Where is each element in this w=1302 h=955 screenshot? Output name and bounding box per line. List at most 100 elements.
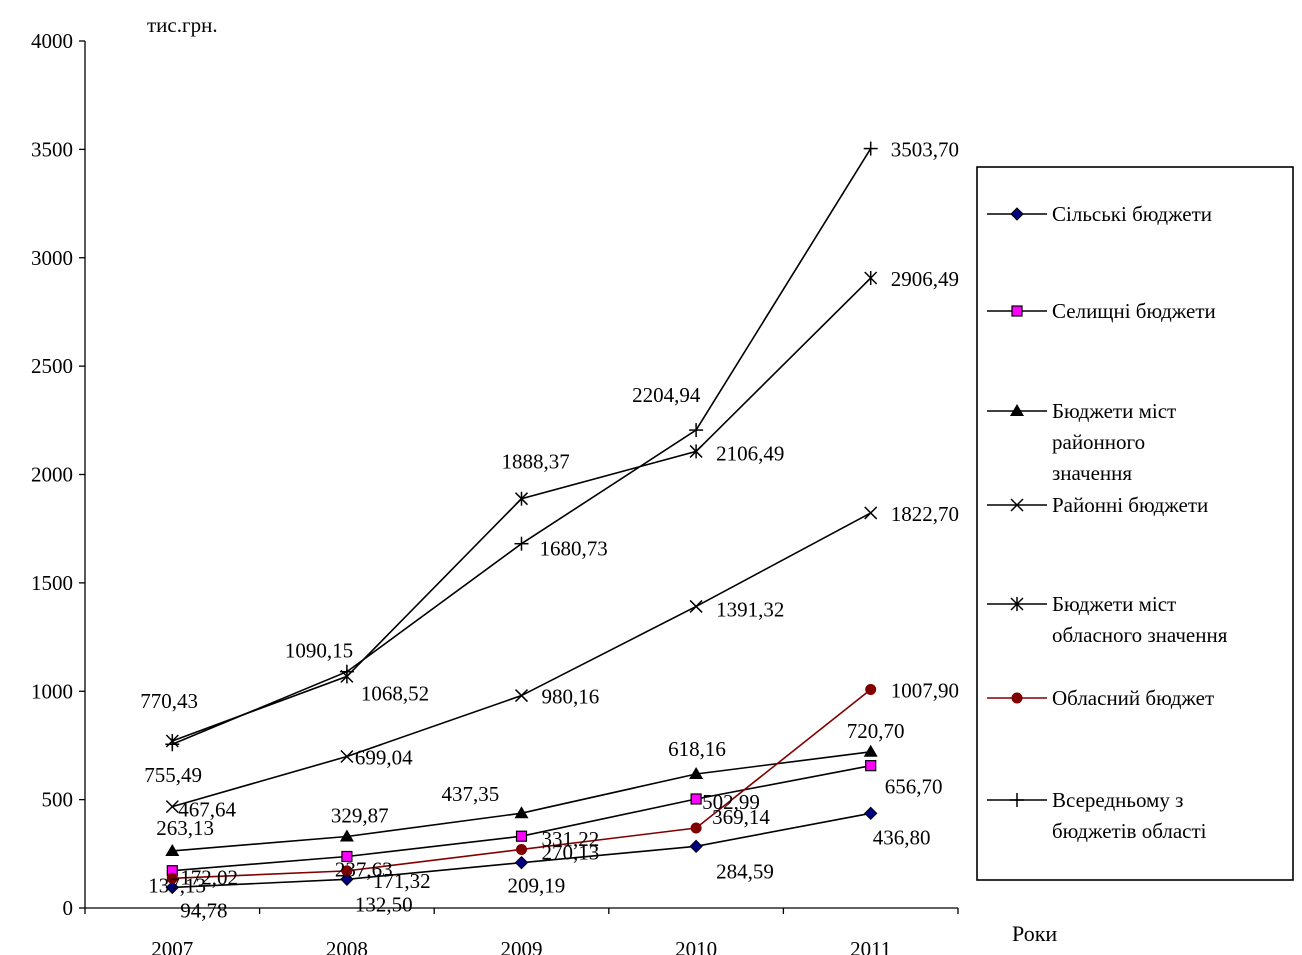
legend-entry-label: Районні бюджети bbox=[1052, 493, 1208, 517]
square-marker bbox=[515, 830, 528, 842]
data-point-s1-2 bbox=[515, 830, 528, 842]
data-label: 436,80 bbox=[873, 825, 931, 849]
x-axis-label: Роки bbox=[1012, 921, 1057, 946]
data-label: 656,70 bbox=[885, 775, 943, 799]
data-label: 1090,15 bbox=[285, 639, 353, 663]
x-tick-label: 2011 bbox=[850, 937, 891, 955]
series-lines bbox=[171, 148, 872, 889]
data-point-s2-0 bbox=[165, 843, 180, 856]
y-tick-label: 0 bbox=[63, 896, 74, 920]
data-label: 755,49 bbox=[144, 763, 202, 787]
data-point-s6-3 bbox=[689, 423, 704, 438]
data-label: 1888,37 bbox=[502, 450, 570, 474]
square-marker bbox=[865, 760, 877, 772]
data-label: 770,43 bbox=[140, 689, 198, 713]
data-point-s5-2 bbox=[516, 843, 527, 855]
data-point-s3-4 bbox=[864, 506, 878, 520]
data-point-s3-2 bbox=[514, 689, 529, 703]
x-tick-label: 2007 bbox=[151, 937, 193, 955]
x-marker-stroke bbox=[689, 599, 703, 613]
data-label: 1822,70 bbox=[891, 502, 959, 526]
legend-box bbox=[976, 166, 1294, 881]
x-marker-stroke bbox=[864, 506, 878, 520]
data-label: 2106,49 bbox=[716, 441, 784, 465]
data-point-s5-1 bbox=[341, 865, 353, 877]
data-point-s0-2 bbox=[514, 855, 529, 870]
data-point-s0-4 bbox=[863, 806, 878, 821]
legend-marker-0 bbox=[1010, 207, 1024, 221]
data-label: 618,16 bbox=[668, 737, 726, 761]
data-label: 467,64 bbox=[178, 798, 236, 822]
legend-entry-label: Селищні бюджети bbox=[1052, 299, 1216, 323]
data-point-s2-3 bbox=[689, 767, 704, 780]
data-point-s0-1 bbox=[340, 872, 354, 886]
data-point-s1-3 bbox=[690, 793, 702, 805]
x-marker-stroke bbox=[1010, 498, 1024, 512]
data-point-s5-3 bbox=[690, 822, 702, 834]
x-marker-stroke bbox=[340, 749, 354, 764]
y-axis-label: тис.грн. bbox=[147, 13, 218, 37]
y-tick-label: 1000 bbox=[31, 679, 73, 703]
data-label: 331,22 bbox=[542, 827, 600, 851]
legend-marker-5 bbox=[1011, 692, 1023, 704]
axes: 0 500 1000 1500 2000 2500 3000 3500 4000 2007 2008… bbox=[31, 29, 959, 955]
legend-entry-label: Всередньому з bbox=[1052, 788, 1183, 812]
data-point-s1-4 bbox=[865, 760, 877, 772]
data-label: 1007,90 bbox=[891, 679, 959, 703]
data-labels: 94,78 132,50 209,19 284,59 436,80 172,02 237,6… bbox=[140, 138, 959, 923]
data-label: 284,59 bbox=[716, 859, 774, 883]
data-point-s0-3 bbox=[689, 839, 703, 854]
data-label: 2906,49 bbox=[891, 267, 959, 291]
y-tick-label: 2000 bbox=[31, 463, 73, 487]
data-label: 3503,70 bbox=[891, 138, 959, 162]
x-tick-label: 2009 bbox=[501, 937, 543, 955]
x-tick-label: 2010 bbox=[675, 937, 717, 955]
data-label: 1068,52 bbox=[361, 681, 429, 705]
data-label: 699,04 bbox=[355, 745, 413, 769]
legend-entry-label: Сільські бюджети bbox=[1052, 202, 1212, 226]
legend-marker-1 bbox=[1011, 305, 1023, 317]
circle-marker bbox=[166, 872, 178, 884]
data-point-s3-0 bbox=[165, 800, 179, 814]
triangle-marker bbox=[689, 767, 704, 780]
data-label: 329,87 bbox=[331, 804, 389, 828]
triangle-marker bbox=[339, 829, 354, 842]
y-tick-label: 3500 bbox=[31, 137, 73, 161]
y-tick-label: 4000 bbox=[31, 29, 73, 53]
y-tick-label: 2500 bbox=[31, 354, 73, 378]
data-point-s5-0 bbox=[166, 872, 178, 884]
data-label: 369,14 bbox=[712, 805, 770, 829]
data-label: 172,02 bbox=[180, 866, 238, 890]
legend-entry-label: районного bbox=[1052, 430, 1145, 454]
data-label: 720,70 bbox=[847, 719, 905, 743]
data-point-s4-3 bbox=[689, 444, 703, 459]
x-tick-label: 2008 bbox=[326, 937, 368, 955]
data-point-s6-4 bbox=[863, 141, 878, 156]
data-point-s2-4 bbox=[863, 744, 878, 757]
data-label: 209,19 bbox=[508, 874, 566, 898]
data-point-s1-1 bbox=[341, 850, 353, 863]
data-label: 137,13 bbox=[148, 873, 206, 897]
circle-marker bbox=[690, 822, 702, 834]
series-line-3 bbox=[172, 512, 872, 808]
legend-entry-label: бюджетів області bbox=[1052, 819, 1207, 843]
legend-entry-label: Обласний бюджет bbox=[1052, 686, 1214, 710]
data-label: 132,50 bbox=[355, 892, 413, 916]
legend-marker-2 bbox=[1010, 404, 1024, 416]
legend-marker-4 bbox=[1010, 597, 1024, 611]
series-markers bbox=[165, 141, 878, 895]
diamond-marker bbox=[165, 880, 180, 895]
data-label: 502,99 bbox=[702, 790, 760, 814]
data-point-s3-1 bbox=[340, 749, 354, 764]
x-marker-stroke bbox=[165, 800, 179, 814]
data-point-s2-2 bbox=[514, 806, 529, 819]
data-point-s6-0 bbox=[165, 737, 180, 752]
data-label: 437,35 bbox=[442, 782, 500, 806]
diamond-marker bbox=[689, 839, 703, 854]
legend-marker-6 bbox=[1010, 793, 1024, 807]
data-point-s3-3 bbox=[689, 599, 703, 613]
legend-entry-label: значення bbox=[1052, 461, 1132, 485]
circle-marker bbox=[341, 865, 353, 877]
data-point-s6-2 bbox=[514, 536, 529, 551]
diamond-marker bbox=[1010, 207, 1024, 221]
